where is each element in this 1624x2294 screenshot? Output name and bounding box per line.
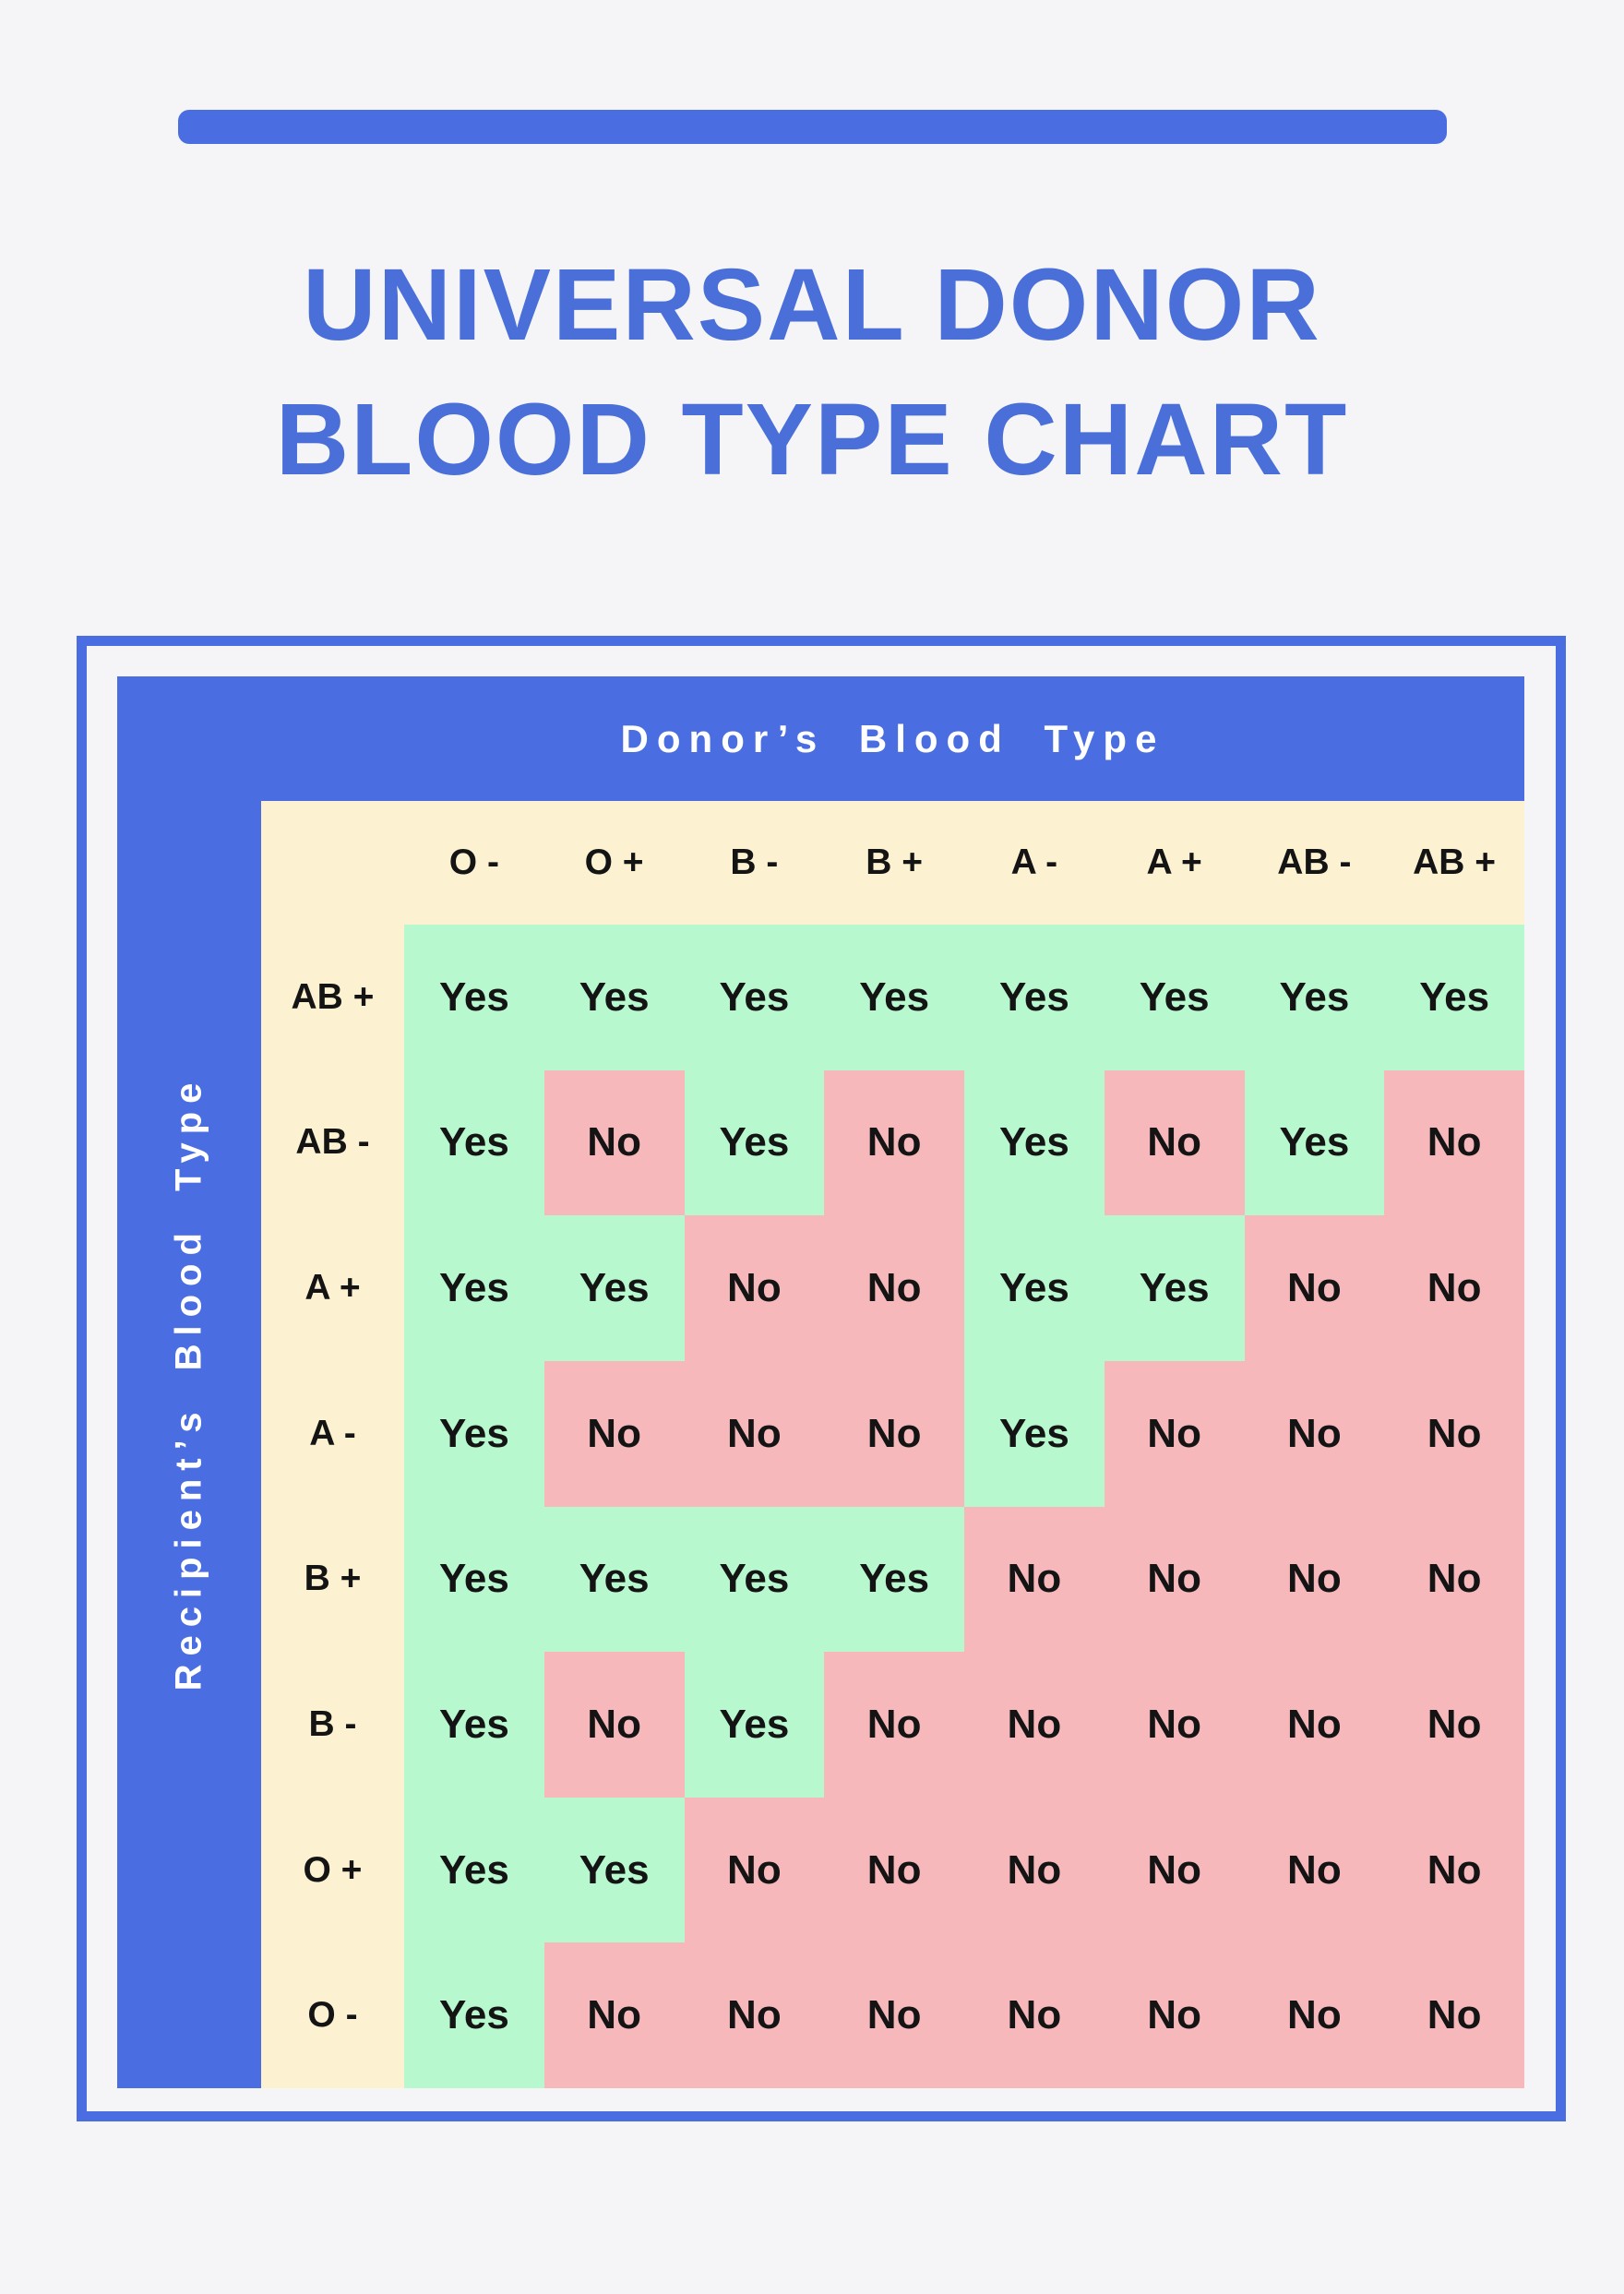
grid-corner-cell xyxy=(261,801,404,925)
grid-cell: Yes xyxy=(684,1652,825,1798)
grid-cell: Yes xyxy=(964,1069,1105,1216)
grid-cell: No xyxy=(824,1652,964,1798)
grid-cell: Yes xyxy=(404,1506,544,1653)
grid-cell: Yes xyxy=(1104,925,1245,1070)
column-header: AB + xyxy=(1413,842,1497,882)
column-header: B - xyxy=(730,842,779,882)
row-header: AB + xyxy=(291,976,375,1017)
column-header: B + xyxy=(866,842,924,882)
grid-cell: Yes xyxy=(684,1069,825,1216)
grid-cell: Yes xyxy=(824,925,964,1070)
grid-cell: No xyxy=(684,1360,825,1507)
column-header: A - xyxy=(1010,842,1058,882)
grid-cell: Yes xyxy=(964,925,1105,1070)
grid-cell: Yes xyxy=(404,1652,544,1798)
row-header: A + xyxy=(304,1268,361,1308)
grid-cell: Yes xyxy=(404,1360,544,1507)
grid-cell: No xyxy=(1244,1797,1385,1943)
row-header: AB - xyxy=(295,1122,370,1163)
grid-cell: No xyxy=(1384,1360,1524,1507)
grid-cell: No xyxy=(964,1797,1105,1943)
top-accent-bar xyxy=(178,110,1447,144)
chart-panel: Recipient’s Blood Type Donor’s Blood Typ… xyxy=(117,676,1524,2088)
grid-cell: No xyxy=(964,1506,1105,1653)
recipient-axis-band: Recipient’s Blood Type xyxy=(117,676,261,2088)
grid-cell: No xyxy=(1104,1942,1245,2088)
grid-cell: Yes xyxy=(1104,1215,1245,1361)
row-header: O + xyxy=(303,1849,363,1890)
donor-axis-label: Donor’s Blood Type xyxy=(620,716,1165,760)
page-title: UNIVERSAL DONOR BLOOD TYPE CHART xyxy=(0,238,1624,508)
grid-cell: Yes xyxy=(684,925,825,1070)
column-header: AB - xyxy=(1277,842,1352,882)
grid-cell: Yes xyxy=(824,1506,964,1653)
grid-cell: Yes xyxy=(543,925,685,1070)
grid-cell: Yes xyxy=(404,925,544,1070)
grid-cell: No xyxy=(1384,1506,1524,1653)
chart-frame: Recipient’s Blood Type Donor’s Blood Typ… xyxy=(77,636,1566,2121)
grid-cell: No xyxy=(1244,1942,1385,2088)
grid-cell: No xyxy=(543,1942,685,2088)
grid-cell: Yes xyxy=(964,1360,1105,1507)
title-line-2: BLOOD TYPE CHART xyxy=(275,383,1349,496)
column-header: O - xyxy=(448,842,499,882)
grid-cell: Yes xyxy=(404,1942,544,2088)
grid-cell: Yes xyxy=(543,1215,685,1361)
grid-cell: Yes xyxy=(543,1797,685,1943)
grid-cell: No xyxy=(824,1069,964,1216)
grid-cell: No xyxy=(1384,1652,1524,1798)
grid-cell: No xyxy=(1104,1360,1245,1507)
row-header: B - xyxy=(308,1703,357,1744)
grid-cell: No xyxy=(543,1360,685,1507)
grid-cell: No xyxy=(964,1942,1105,2088)
grid-cell: No xyxy=(1384,1797,1524,1943)
grid-cell: Yes xyxy=(404,1797,544,1943)
grid-cell: No xyxy=(1384,1942,1524,2088)
grid-cell: No xyxy=(1104,1069,1245,1216)
grid-cell: Yes xyxy=(1244,1069,1385,1216)
grid-cell: No xyxy=(1244,1506,1385,1653)
grid-cell: No xyxy=(964,1652,1105,1798)
compatibility-grid: O -O + B -B + A -A + AB - AB + AB + Yes Yes Yes Y… xyxy=(261,801,1524,2088)
grid-cell: No xyxy=(1244,1360,1385,1507)
grid-cell: Yes xyxy=(543,1506,685,1653)
grid-cell: Yes xyxy=(964,1215,1105,1361)
grid-cell: No xyxy=(824,1360,964,1507)
grid-cell: Yes xyxy=(684,1506,825,1653)
grid-cell: No xyxy=(543,1652,685,1798)
grid-cell: No xyxy=(684,1797,825,1943)
grid-cell: No xyxy=(824,1215,964,1361)
chart-main-area: Donor’s Blood Type O - O + B - B + A - A + AB … xyxy=(261,676,1524,2088)
column-header: A + xyxy=(1146,842,1202,882)
grid-cell: Yes xyxy=(1244,925,1385,1070)
grid-cell: No xyxy=(1104,1652,1245,1798)
donor-axis-band: Donor’s Blood Type xyxy=(261,676,1524,801)
grid-cell: No xyxy=(824,1942,964,2088)
grid-cell: No xyxy=(1104,1506,1245,1653)
grid-cell: No xyxy=(1384,1215,1524,1361)
grid-cell: No xyxy=(684,1942,825,2088)
column-header: O + xyxy=(584,842,644,882)
grid-cell: No xyxy=(1244,1652,1385,1798)
grid-cell: Yes xyxy=(404,1069,544,1216)
grid-cell: No xyxy=(1104,1797,1245,1943)
grid-cell: No xyxy=(543,1069,685,1216)
grid-cell: No xyxy=(1244,1215,1385,1361)
row-header: O - xyxy=(307,1995,358,2036)
row-header: B + xyxy=(304,1559,362,1599)
row-header: A - xyxy=(309,1413,356,1453)
grid-cell: Yes xyxy=(1384,925,1524,1070)
grid-cell: No xyxy=(824,1797,964,1943)
grid-cell: No xyxy=(1384,1069,1524,1216)
title-line-1: UNIVERSAL DONOR xyxy=(303,248,1321,362)
recipient-axis-label: Recipient’s Blood Type xyxy=(168,1074,209,1691)
grid-cell: No xyxy=(684,1215,825,1361)
grid-cell: Yes xyxy=(404,1215,544,1361)
